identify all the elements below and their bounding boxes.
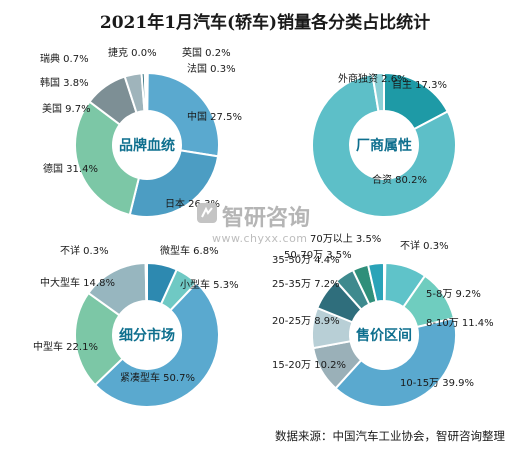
watermark-url: www.chyxx.com [212, 232, 308, 245]
watermark-logo-icon [197, 203, 217, 223]
slice-合资[interactable] [311, 72, 457, 218]
slice-中国[interactable] [146, 71, 220, 158]
slice-label-中型车: 中型车 22.1% [33, 340, 98, 353]
slice-不详[interactable] [144, 261, 148, 303]
source-note: 数据来源：中国汽车工业协会，智研咨询整理 [275, 429, 505, 443]
slice-label-自主: 自主 17.3% [392, 78, 447, 91]
slice-label-5-8万: 5-8万 9.2% [426, 289, 481, 300]
slice-label-德国: 德国 31.4% [43, 162, 98, 175]
donut-market-segment: 细分市场 [74, 261, 220, 408]
slice-label-小型车: 小型车 5.3% [180, 278, 239, 291]
slice-日本[interactable] [128, 149, 220, 218]
slice-label-微型车: 微型车 6.8% [160, 244, 219, 257]
slice-10-15万[interactable] [334, 316, 457, 408]
slice-label-15-20万: 15-20万 10.2% [272, 360, 346, 371]
slice-label-35-50万: 35-50万 4.4% [272, 255, 340, 266]
slice-label-中国: 中国 27.5% [187, 110, 242, 123]
slice-labels: 中国 27.5%日本 26.3%德国 31.4%美国 9.7%韩国 3.8%瑞典… [33, 46, 494, 389]
donut-price-range: 售价区间 [311, 261, 457, 408]
donut-title: 品牌血统 [119, 137, 175, 154]
donut-center [351, 112, 417, 178]
slice-label-瑞典: 瑞典 0.7% [40, 52, 89, 65]
slice-label-法国: 法国 0.3% [187, 62, 236, 75]
slice-label-20-25万: 20-25万 8.9% [272, 316, 340, 327]
slice-德国[interactable] [74, 100, 141, 217]
slice-label-外商独资: 外商独资 2.6% [338, 72, 407, 85]
slice-label-紧凑型车: 紧凑型车 50.7% [120, 371, 195, 384]
slice-label-韩国: 韩国 3.8% [40, 76, 89, 89]
slice-label-10-15万: 10-15万 39.9% [400, 378, 474, 389]
chart-title: 2021年1月汽车(轿车)销量各分类占比统计 [99, 13, 431, 33]
slice-70万以上[interactable] [366, 261, 385, 304]
donut-title: 售价区间 [355, 327, 412, 344]
slice-label-50-70万: 50-70万 3.5% [284, 250, 352, 261]
slice-label-70万以上: 70万以上 3.5% [310, 233, 381, 245]
slice-label-25-35万: 25-35万 7.2% [272, 279, 340, 290]
watermark-name: 智研咨询 [222, 206, 311, 231]
slice-label-美国: 美国 9.7% [42, 102, 91, 115]
slice-label-英国: 英国 0.2% [182, 46, 231, 59]
slice-外商独资[interactable] [371, 71, 385, 113]
slice-label-捷克: 捷克 0.0% [108, 46, 157, 59]
slice-label-8-10万: 8-10万 11.4% [426, 318, 494, 329]
slice-紧凑型车[interactable] [93, 281, 220, 408]
donut-title: 厂商属性 [356, 137, 412, 154]
donut-brand-origin: 品牌血统 [74, 71, 220, 218]
slice-法国[interactable] [145, 71, 149, 113]
donut-center [351, 302, 417, 368]
donut-center [114, 302, 180, 368]
slice-label-合资: 合资 80.2% [372, 173, 427, 186]
slice-中型车[interactable] [74, 291, 124, 387]
donut-manufacturer-type: 厂商属性 [311, 71, 457, 218]
slice-label-不详: 不详 0.3% [400, 239, 449, 252]
donut-center [114, 112, 180, 178]
slice-label-中大型车: 中大型车 14.8% [40, 276, 115, 289]
donut-title: 细分市场 [119, 327, 175, 344]
slice-label-不详: 不详 0.3% [60, 244, 109, 257]
